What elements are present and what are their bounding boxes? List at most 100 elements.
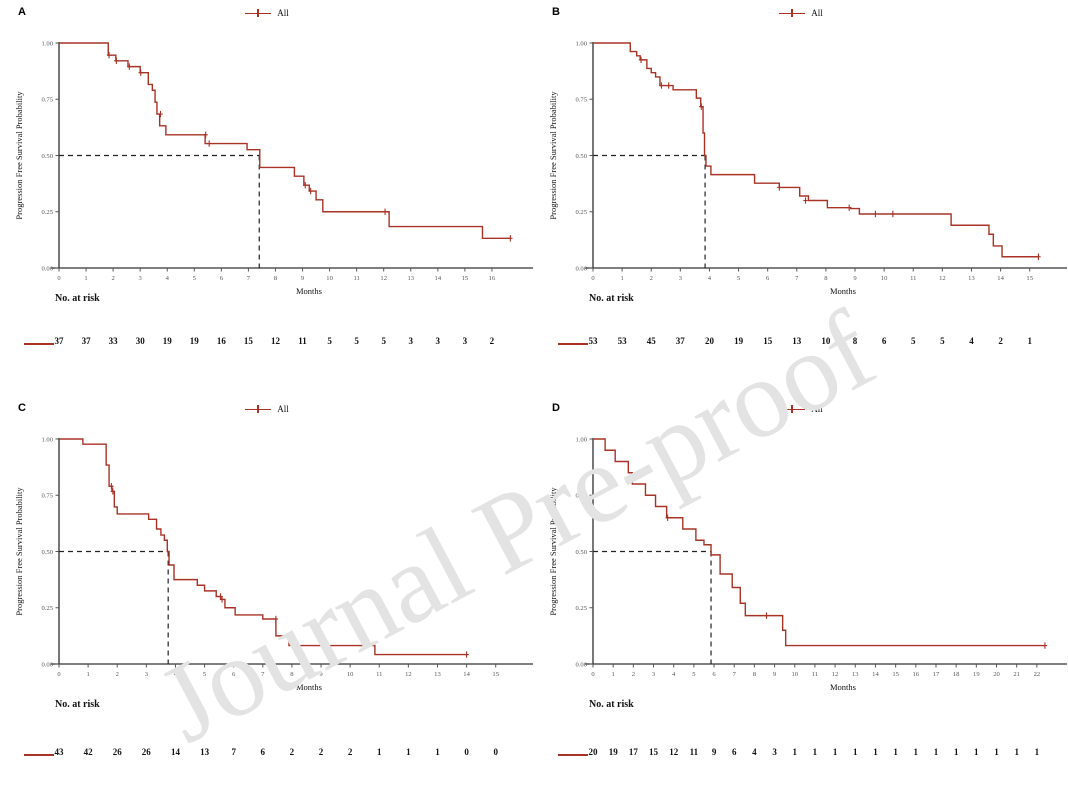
legend-label: All	[811, 404, 823, 414]
censor-mark-icon	[508, 235, 513, 242]
risk-number: 43	[54, 747, 64, 757]
x-tick-label: 20	[993, 671, 1000, 678]
y-tick-label: 0.50	[575, 153, 587, 160]
x-tick-label: 6	[232, 671, 236, 678]
x-tick-label: 12	[405, 671, 412, 678]
x-tick-label: 11	[376, 671, 382, 678]
risk-number: 2	[998, 336, 1003, 346]
censor-mark-icon	[106, 51, 112, 59]
censor-mark-icon	[308, 187, 313, 195]
x-tick-label: 13	[434, 671, 441, 678]
censor-mark-icon	[666, 82, 671, 89]
x-tick-label: 14	[463, 671, 470, 678]
risk-number: 13	[792, 336, 802, 346]
panel-b: B All 0.00 0.25 0.50 0.75 1.00 0 1 2 3 4 5 6 7 8 9 10 11…	[534, 0, 1068, 396]
y-tick-label: 0.75	[41, 97, 53, 104]
panel-b-legend: All	[534, 8, 1068, 18]
x-tick-label: 8	[753, 671, 757, 678]
panel-a-risk-row: 37 37 33 30 19 19 16 15 12 11 5 5 5 3 3 3 2	[0, 333, 534, 355]
risk-number: 42	[83, 747, 93, 757]
x-tick-label: 14	[435, 275, 442, 282]
x-tick-label: 1	[86, 671, 89, 678]
panel-c-legend: All	[0, 404, 534, 414]
x-tick-label: 12	[939, 275, 946, 282]
x-tick-label: 3	[145, 671, 149, 678]
risk-number: 4	[752, 747, 757, 757]
panel-c-risk-row: 43 42 26 26 14 13 7 6 2 2 2 1 1 1 0 0	[0, 744, 534, 766]
risk-number: 5	[354, 336, 359, 346]
legend-label: All	[277, 8, 289, 18]
censor-mark-icon	[803, 197, 808, 204]
x-tick-label: 17	[933, 671, 940, 678]
risk-number: 7	[231, 747, 236, 757]
risk-legend-line	[24, 754, 54, 756]
censor-mark-icon	[1036, 253, 1041, 260]
censor-mark-icon	[110, 488, 116, 495]
censor-mark-icon	[847, 204, 852, 211]
x-tick-label: 7	[261, 671, 265, 678]
risk-number: 15	[649, 747, 658, 757]
y-tick-label: 0.00	[41, 265, 53, 272]
risk-number: 6	[731, 747, 737, 757]
x-tick-label: 4	[174, 671, 178, 678]
x-tick-label: 7	[733, 671, 737, 678]
risk-number: 11	[298, 336, 307, 346]
x-tick-label: 7	[247, 275, 251, 282]
panel-d-letter: D	[552, 402, 561, 414]
x-tick-label: 3	[679, 275, 683, 282]
x-tick-label: 4	[672, 671, 676, 678]
y-tick-label: 0.00	[575, 661, 587, 668]
x-tick-label: 11	[353, 275, 359, 282]
risk-number: 1	[994, 747, 999, 757]
risk-number: 30	[135, 336, 145, 346]
x-tick-label: 2	[632, 671, 635, 678]
legend-line-marker-icon	[779, 8, 806, 18]
x-tick-label: 12	[832, 671, 839, 678]
risk-number: 9	[711, 747, 717, 757]
x-tick-label: 4	[708, 275, 712, 282]
legend-line-marker-icon	[245, 8, 272, 18]
x-tick-label: 3	[139, 275, 143, 282]
x-tick-label: 15	[1026, 275, 1033, 282]
x-tick-label: 0	[591, 671, 595, 678]
risk-legend-line	[558, 343, 588, 345]
censor-mark-icon	[764, 612, 769, 619]
risk-number: 26	[112, 747, 122, 757]
panel-c: C All 0.00 0.25 0.50 0.75 1.00 0 1 2 3 4 5 6 7 8 9 10 11…	[0, 396, 534, 792]
risk-number: 4	[969, 336, 974, 346]
legend-label: All	[811, 8, 823, 18]
y-tick-label: 0.00	[575, 265, 587, 272]
risk-number: 1	[913, 747, 919, 757]
censor-mark-icon	[665, 514, 670, 521]
panel-b-plot: 0.000.250.500.751.000 1 2 3 4 5 6 7 8 9 10 11 12 13 14…	[548, 40, 1067, 296]
survival-curve	[59, 438, 467, 656]
x-axis-label: Months	[296, 286, 322, 296]
x-tick-label: 6	[220, 275, 224, 282]
y-tick-label: 1.00	[41, 436, 53, 443]
risk-number: 5	[911, 336, 916, 346]
x-tick-label: 16	[913, 671, 920, 678]
x-axis-label: Months	[830, 286, 856, 296]
y-tick-label: 0.25	[41, 605, 53, 612]
censor-mark-icon	[158, 110, 163, 118]
x-tick-label: 2	[116, 671, 119, 678]
censor-mark-icon	[699, 103, 704, 110]
censor-mark-icon	[1042, 642, 1048, 649]
risk-number: 1	[953, 747, 959, 757]
risk-number: 1	[893, 747, 898, 757]
x-tick-label: 10	[347, 671, 354, 678]
risk-number: 2	[289, 747, 295, 757]
survival-curve	[593, 438, 1045, 647]
risk-legend-line	[558, 754, 588, 756]
risk-number: 37	[81, 336, 91, 346]
risk-number: 1	[1014, 747, 1019, 757]
panel-b-letter: B	[552, 6, 561, 18]
risk-number: 5	[327, 336, 332, 346]
x-tick-label: 9	[301, 275, 305, 282]
panel-d-plot: 0.000.250.500.751.000 1 2 3 4 5 6 7 8 9 10 11 12 13 14…	[548, 436, 1067, 692]
risk-number: 1	[933, 747, 939, 757]
risk-number: 1	[812, 747, 818, 757]
risk-number: 8	[852, 336, 858, 346]
y-axis-label: Progression Free Survival Probability	[548, 91, 558, 220]
